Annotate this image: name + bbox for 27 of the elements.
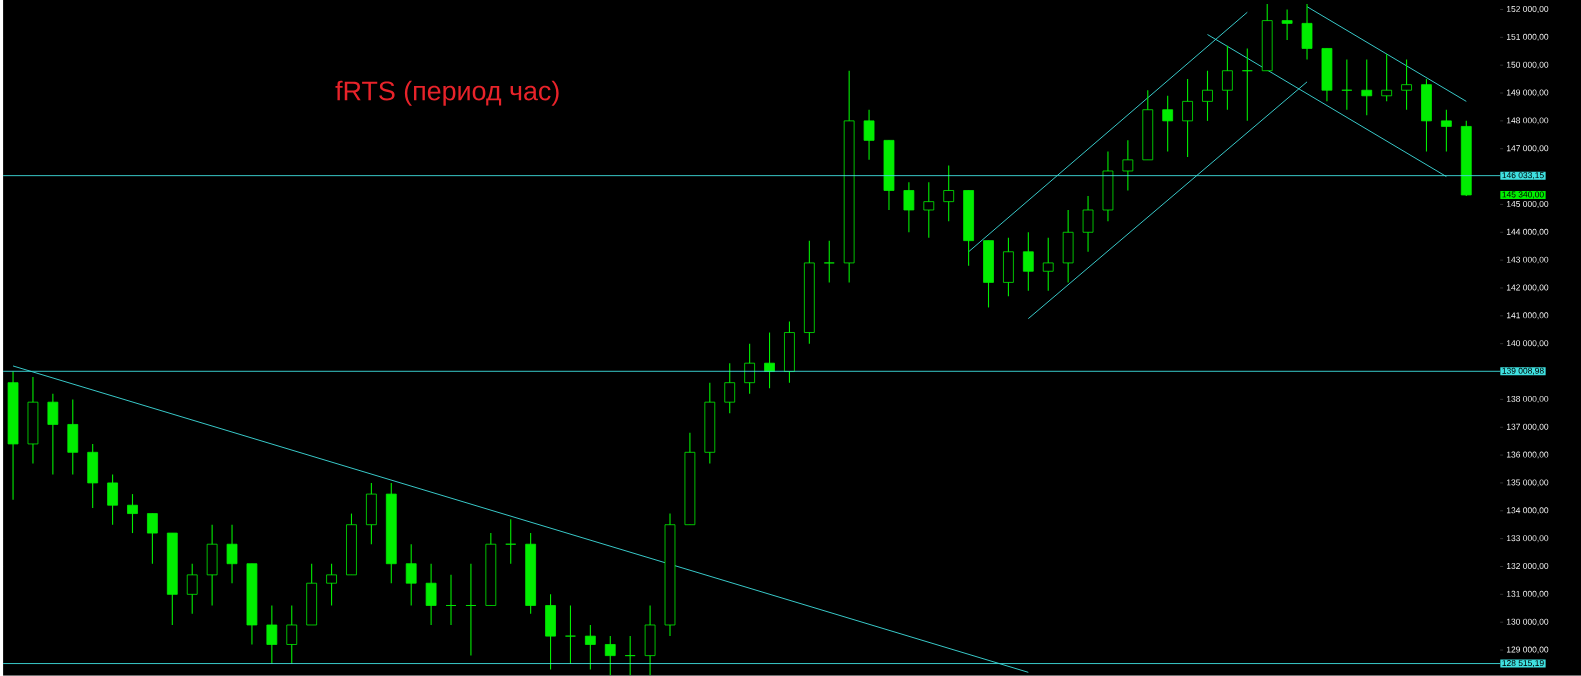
y-tick-label: 145 000,00 <box>1506 201 1549 209</box>
y-tick-label: 147 000,00 <box>1506 145 1549 153</box>
y-tick-label: 143 000,00 <box>1506 256 1549 264</box>
y-tick-label: 129 000,00 <box>1506 646 1549 654</box>
y-tick-label: 134 000,00 <box>1506 507 1549 515</box>
y-tick-label: 130 000,00 <box>1506 618 1549 626</box>
ref-line-label: 146 033,15 <box>1502 172 1544 180</box>
y-tick-label: 152 000,00 <box>1506 6 1549 14</box>
y-tick-label: 150 000,00 <box>1506 61 1549 69</box>
text: 145 340,00 <box>1502 191 1544 199</box>
y-tick-label: 133 000,00 <box>1506 535 1549 543</box>
y-tick-label: 137 000,00 <box>1506 423 1549 431</box>
y-tick-label: 135 000,00 <box>1506 479 1549 487</box>
y-tick-label: 140 000,00 <box>1506 340 1549 348</box>
text: fRTS (период час) <box>335 80 559 106</box>
y-tick-label: 144 000,00 <box>1506 228 1549 236</box>
ref-line-label: 139 008,98 <box>1502 367 1544 375</box>
y-tick-label: 142 000,00 <box>1506 284 1549 292</box>
y-tick-label: 132 000,00 <box>1506 563 1549 571</box>
y-tick-label: 136 000,00 <box>1506 451 1549 459</box>
ref-line-label: 128 515,19 <box>1502 660 1544 668</box>
y-tick-label: 141 000,00 <box>1506 312 1549 320</box>
y-tick-label: 151 000,00 <box>1506 33 1549 41</box>
y-tick-label: 148 000,00 <box>1506 117 1549 125</box>
y-tick-label: 131 000,00 <box>1506 591 1549 598</box>
y-tick-label: 149 000,00 <box>1506 89 1549 97</box>
y-tick-label: 138 000,00 <box>1506 396 1549 404</box>
